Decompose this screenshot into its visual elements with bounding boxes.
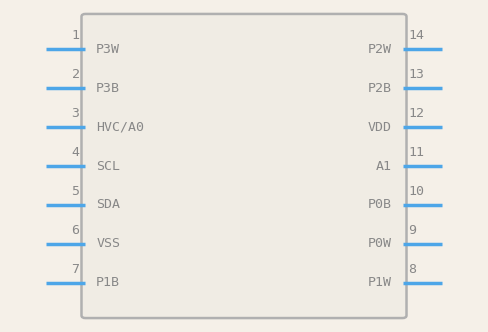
Text: 5: 5 <box>72 185 80 198</box>
Text: P2B: P2B <box>368 82 392 95</box>
Text: 2: 2 <box>72 68 80 81</box>
Text: 12: 12 <box>408 107 425 120</box>
FancyBboxPatch shape <box>81 14 407 318</box>
Text: VSS: VSS <box>96 237 120 250</box>
Text: 1: 1 <box>72 29 80 42</box>
Text: 10: 10 <box>408 185 425 198</box>
Text: HVC/A0: HVC/A0 <box>96 121 144 133</box>
Text: P0B: P0B <box>368 199 392 211</box>
Text: SCL: SCL <box>96 159 120 173</box>
Text: VDD: VDD <box>368 121 392 133</box>
Text: 13: 13 <box>408 68 425 81</box>
Text: A1: A1 <box>376 159 392 173</box>
Text: 6: 6 <box>72 224 80 237</box>
Text: 7: 7 <box>72 263 80 276</box>
Text: P0W: P0W <box>368 237 392 250</box>
Text: 11: 11 <box>408 146 425 159</box>
Text: 4: 4 <box>72 146 80 159</box>
Text: SDA: SDA <box>96 199 120 211</box>
Text: 8: 8 <box>408 263 416 276</box>
Text: 14: 14 <box>408 29 425 42</box>
Text: 9: 9 <box>408 224 416 237</box>
Text: 3: 3 <box>72 107 80 120</box>
Text: P2W: P2W <box>368 43 392 56</box>
Text: P1B: P1B <box>96 276 120 289</box>
Text: P1W: P1W <box>368 276 392 289</box>
Text: P3W: P3W <box>96 43 120 56</box>
Text: P3B: P3B <box>96 82 120 95</box>
